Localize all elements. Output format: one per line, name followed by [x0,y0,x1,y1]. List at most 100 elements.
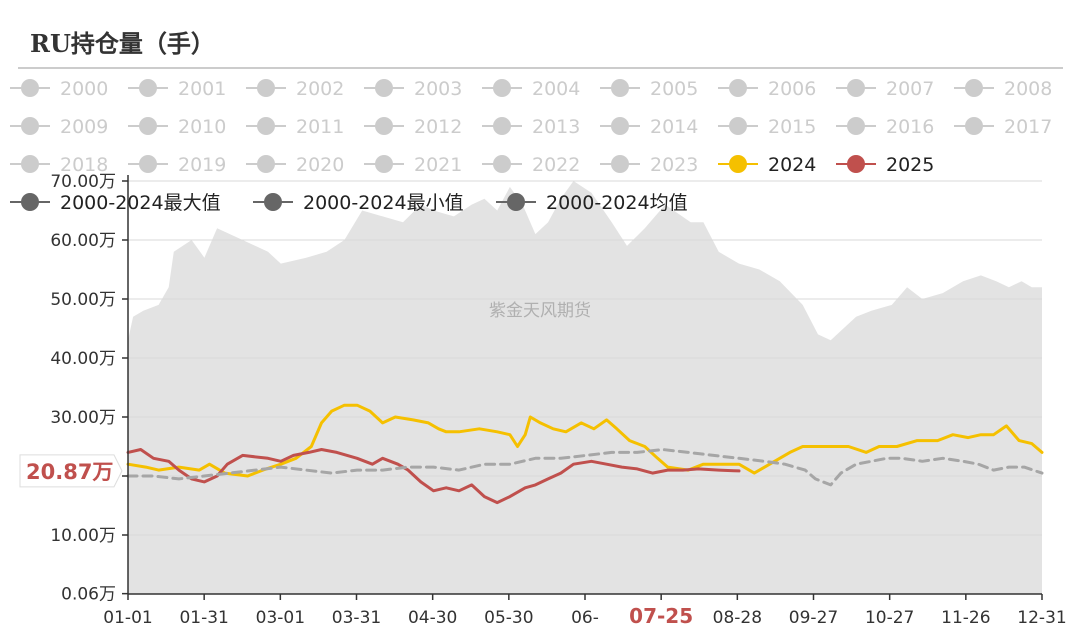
legend-item-2000[interactable]: 2000 [10,78,108,100]
legend-item-2013[interactable]: 2013 [482,116,580,138]
legend-item-2023[interactable]: 2023 [600,154,698,176]
legend-item-2014[interactable]: 2014 [600,116,698,138]
legend-label: 2022 [532,154,580,176]
legend-marker [264,193,282,211]
y-tick-label: 50.00万 [50,290,116,310]
x-tick-label: 12-31 [1017,608,1066,628]
legend-item-2020[interactable]: 2020 [246,154,344,176]
y-tick-label: 60.00万 [50,231,116,251]
legend-marker [493,155,511,173]
legend-label: 2008 [1004,78,1052,100]
legend-marker [21,117,39,135]
legend-marker [729,79,747,97]
legend-marker [729,155,747,173]
y-tick-label: 30.00万 [50,408,116,428]
legend-marker [847,117,865,135]
legend-label: 2000-2024均值 [546,192,688,214]
legend-marker [139,155,157,173]
legend-label: 2009 [60,116,108,138]
legend-label: 2006 [768,78,816,100]
legend-label: 2010 [178,116,226,138]
legend-label: 2025 [886,154,934,176]
legend-item-2009[interactable]: 2009 [10,116,108,138]
legend-item-2006[interactable]: 2006 [718,78,816,100]
badge-box [19,454,123,488]
legend-item-2025[interactable]: 2025 [836,154,934,176]
legend-label: 2011 [296,116,344,138]
legend-marker [375,79,393,97]
legend-item-2000-2024最大值[interactable]: 2000-2024最大值 [10,192,221,214]
legend-item-2003[interactable]: 2003 [364,78,462,100]
legend-marker [257,155,275,173]
legend-item-2018[interactable]: 2018 [10,154,108,176]
x-tick-label: 11-26 [941,608,990,628]
legend-marker [21,79,39,97]
x-tick-label: 10-27 [865,608,914,628]
x-tick-label: 06- [571,608,599,628]
historical-range-band [128,181,1042,594]
legend-label: 2004 [532,78,580,100]
y-tick-label: 40.00万 [50,349,116,369]
legend-label: 2000-2024最小值 [303,192,464,214]
legend-label: 2019 [178,154,226,176]
legend-item-2024[interactable]: 2024 [718,154,816,176]
legend-marker [139,117,157,135]
legend-label: 2000-2024最大值 [60,192,221,214]
legend-marker [21,193,39,211]
legend-marker [847,79,865,97]
legend-item-2015[interactable]: 2015 [718,116,816,138]
legend-marker [965,117,983,135]
legend-marker [375,155,393,173]
legend-marker [611,79,629,97]
legend-label: 2000 [60,78,108,100]
legend-item-2004[interactable]: 2004 [482,78,580,100]
legend-marker [611,117,629,135]
legend-marker [493,79,511,97]
series-line-2024 [126,403,1044,478]
legend-marker [729,117,747,135]
legend-label: 2007 [886,78,934,100]
series-line-2000-2024均值 [126,448,1044,487]
legend-item-2022[interactable]: 2022 [482,154,580,176]
legend-label: 2016 [886,116,934,138]
legend-marker [375,117,393,135]
legend-marker [139,79,157,97]
legend-item-2012[interactable]: 2012 [364,116,462,138]
x-tick-label: 05-30 [484,608,533,628]
x-tick-label: 01-31 [179,608,228,628]
x-highlight-label: 07-25 [629,604,693,628]
legend-label: 2015 [768,116,816,138]
legend-item-2010[interactable]: 2010 [128,116,226,138]
legend-label: 2020 [296,154,344,176]
legend-label: 2018 [60,154,108,176]
x-tick-label: 08-28 [713,608,762,628]
watermark: 紫金天风期货 [489,301,591,321]
legend-item-2016[interactable]: 2016 [836,116,934,138]
legend-item-2008[interactable]: 2008 [954,78,1052,100]
legend-item-2005[interactable]: 2005 [600,78,698,100]
legend-label: 2002 [296,78,344,100]
legend-item-2021[interactable]: 2021 [364,154,462,176]
legend-label: 2017 [1004,116,1052,138]
x-tick-label: 01-01 [103,608,152,628]
legend-marker [965,79,983,97]
x-tick-label: 03-31 [332,608,381,628]
legend-item-2001[interactable]: 2001 [128,78,226,100]
legend-marker [257,79,275,97]
x-tick-label: 09-27 [789,608,838,628]
legend-item-2000-2024最小值[interactable]: 2000-2024最小值 [253,192,464,214]
legend-item-2002[interactable]: 2002 [246,78,344,100]
legend-label: 2024 [768,154,816,176]
legend-label: 2001 [178,78,226,100]
legend-item-2019[interactable]: 2019 [128,154,226,176]
x-tick-label: 03-01 [256,608,305,628]
legend-item-2017[interactable]: 2017 [954,116,1052,138]
legend-marker [611,155,629,173]
legend-item-2011[interactable]: 2011 [246,116,344,138]
legend-item-2007[interactable]: 2007 [836,78,934,100]
current-value-badge: 20.87万 [19,454,123,488]
legend-marker [847,155,865,173]
legend-item-2000-2024均值[interactable]: 2000-2024均值 [496,192,688,214]
legend-label: 2021 [414,154,462,176]
series-line-2025 [126,448,741,505]
